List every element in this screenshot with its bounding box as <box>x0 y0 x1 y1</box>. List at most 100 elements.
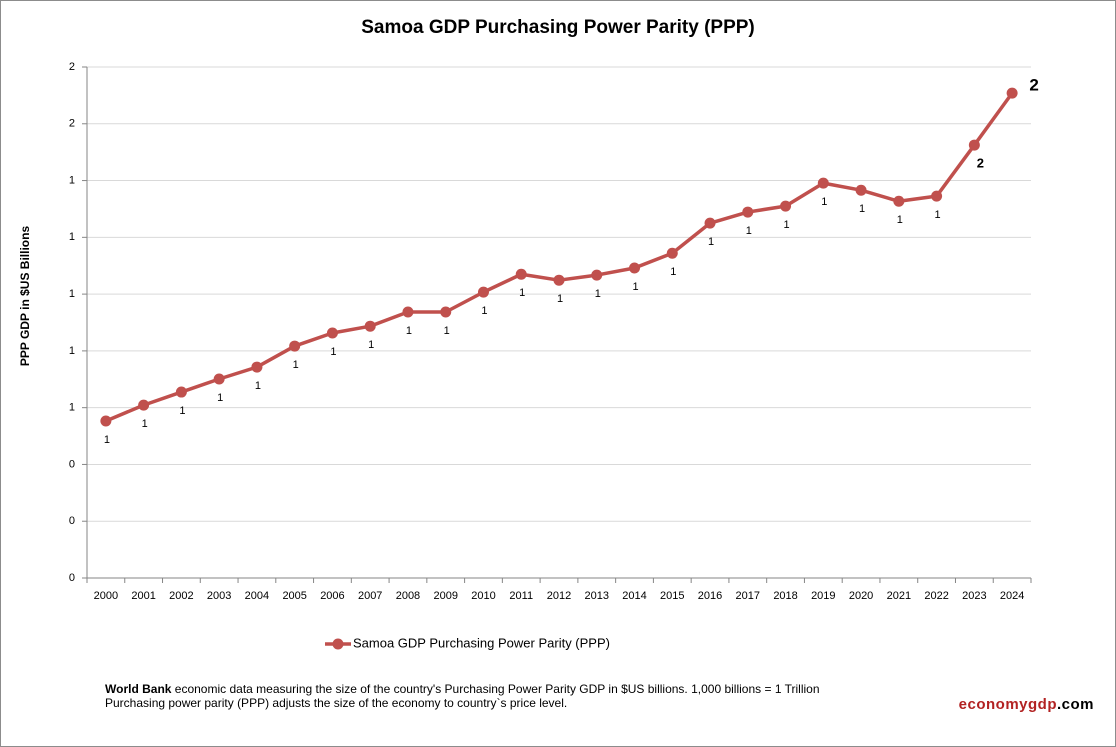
data-label: 1 <box>481 305 487 317</box>
footnote: World Bank economic data measuring the s… <box>105 682 820 710</box>
x-tick-label: 2015 <box>660 590 684 602</box>
data-label: 1 <box>406 325 412 337</box>
marker <box>251 361 263 373</box>
x-tick-label: 2018 <box>773 590 797 602</box>
x-tick-label: 2008 <box>396 590 420 602</box>
y-tick-label: 2 <box>69 118 75 130</box>
marker <box>780 200 792 212</box>
marker <box>666 247 678 259</box>
x-tick-label: 2006 <box>320 590 344 602</box>
data-label: 1 <box>708 236 714 248</box>
y-tick-label: 0 <box>69 458 75 470</box>
y-tick-label: 1 <box>69 288 75 300</box>
x-tick-label: 2022 <box>924 590 948 602</box>
data-label: 1 <box>293 359 299 371</box>
x-tick-label: 2024 <box>1000 590 1024 602</box>
marker <box>968 139 980 151</box>
marker <box>553 274 565 286</box>
x-tick-label: 2014 <box>622 590 646 602</box>
x-tick-label: 2005 <box>282 590 306 602</box>
x-tick-label: 2007 <box>358 590 382 602</box>
x-tick-label: 2000 <box>94 590 118 602</box>
data-label: 2 <box>1029 76 1038 95</box>
source-text: economic data measuring the size of the … <box>171 682 820 696</box>
data-label: 1 <box>330 346 336 358</box>
data-label: 1 <box>142 418 148 430</box>
legend-label: Samoa GDP Purchasing Power Parity (PPP) <box>353 635 610 650</box>
data-label: 1 <box>519 287 525 299</box>
data-label: 1 <box>632 281 638 293</box>
x-tick-label: 2020 <box>849 590 873 602</box>
x-tick-label: 2011 <box>509 590 533 602</box>
x-tick-label: 2019 <box>811 590 835 602</box>
x-tick-label: 2010 <box>471 590 495 602</box>
marker <box>591 269 603 281</box>
marker <box>364 320 376 332</box>
marker <box>175 386 187 398</box>
marker <box>138 399 150 411</box>
x-tick-label: 2016 <box>698 590 722 602</box>
data-label: 1 <box>859 203 865 215</box>
y-tick-label: 1 <box>69 174 75 186</box>
data-label: 1 <box>595 288 601 300</box>
x-tick-label: 2004 <box>245 590 269 602</box>
data-label: 1 <box>821 196 827 208</box>
y-tick-label: 0 <box>69 572 75 584</box>
x-tick-label: 2009 <box>433 590 457 602</box>
y-tick-label: 0 <box>69 515 75 527</box>
marker <box>855 184 867 196</box>
brand-tld: .com <box>1056 696 1094 713</box>
data-label: 1 <box>670 266 676 278</box>
data-label: 1 <box>444 325 450 337</box>
marker <box>1006 87 1018 99</box>
marker <box>289 340 301 352</box>
x-tick-label: 2021 <box>887 590 911 602</box>
x-tick-label: 2017 <box>736 590 760 602</box>
data-label: 1 <box>897 214 903 226</box>
y-tick-label: 1 <box>69 231 75 243</box>
marker <box>742 206 754 218</box>
brand: economygdp.com <box>959 696 1094 713</box>
x-tick-label: 2013 <box>585 590 609 602</box>
legend-marker <box>332 638 344 650</box>
data-label: 1 <box>368 339 374 351</box>
y-axis-label: PPP GDP in $US Billions <box>18 226 32 367</box>
marker <box>893 195 905 207</box>
data-label: 1 <box>104 434 110 446</box>
x-tick-label: 2003 <box>207 590 231 602</box>
data-label: 1 <box>179 405 185 417</box>
data-label: 1 <box>557 293 563 305</box>
x-tick-label: 2012 <box>547 590 571 602</box>
footnote-line: World Bank economic data measuring the s… <box>105 682 820 696</box>
data-label: 1 <box>217 392 223 404</box>
marker <box>440 306 452 318</box>
y-tick-label: 2 <box>69 61 75 73</box>
source-name: World Bank <box>105 682 172 696</box>
footnote-line: Purchasing power parity (PPP) adjusts th… <box>105 696 568 710</box>
data-label: 1 <box>935 209 941 221</box>
marker <box>704 217 716 229</box>
y-tick-label: 1 <box>69 345 75 357</box>
data-label: 2 <box>977 156 984 171</box>
x-tick-label: 2002 <box>169 590 193 602</box>
data-label: 1 <box>255 380 261 392</box>
marker <box>477 286 489 298</box>
marker <box>326 327 338 339</box>
brand-main: economygdp <box>958 696 1057 713</box>
data-label: 1 <box>783 219 789 231</box>
marker <box>629 262 641 274</box>
marker <box>515 268 527 280</box>
y-tick-label: 1 <box>69 402 75 414</box>
chart-title: Samoa GDP Purchasing Power Parity (PPP) <box>361 17 755 38</box>
marker <box>931 190 943 202</box>
marker <box>100 415 112 427</box>
x-tick-label: 2001 <box>131 590 155 602</box>
marker <box>213 373 225 385</box>
marker <box>402 306 414 318</box>
marker <box>817 177 829 189</box>
data-label: 1 <box>746 225 752 237</box>
x-tick-label: 2023 <box>962 590 986 602</box>
